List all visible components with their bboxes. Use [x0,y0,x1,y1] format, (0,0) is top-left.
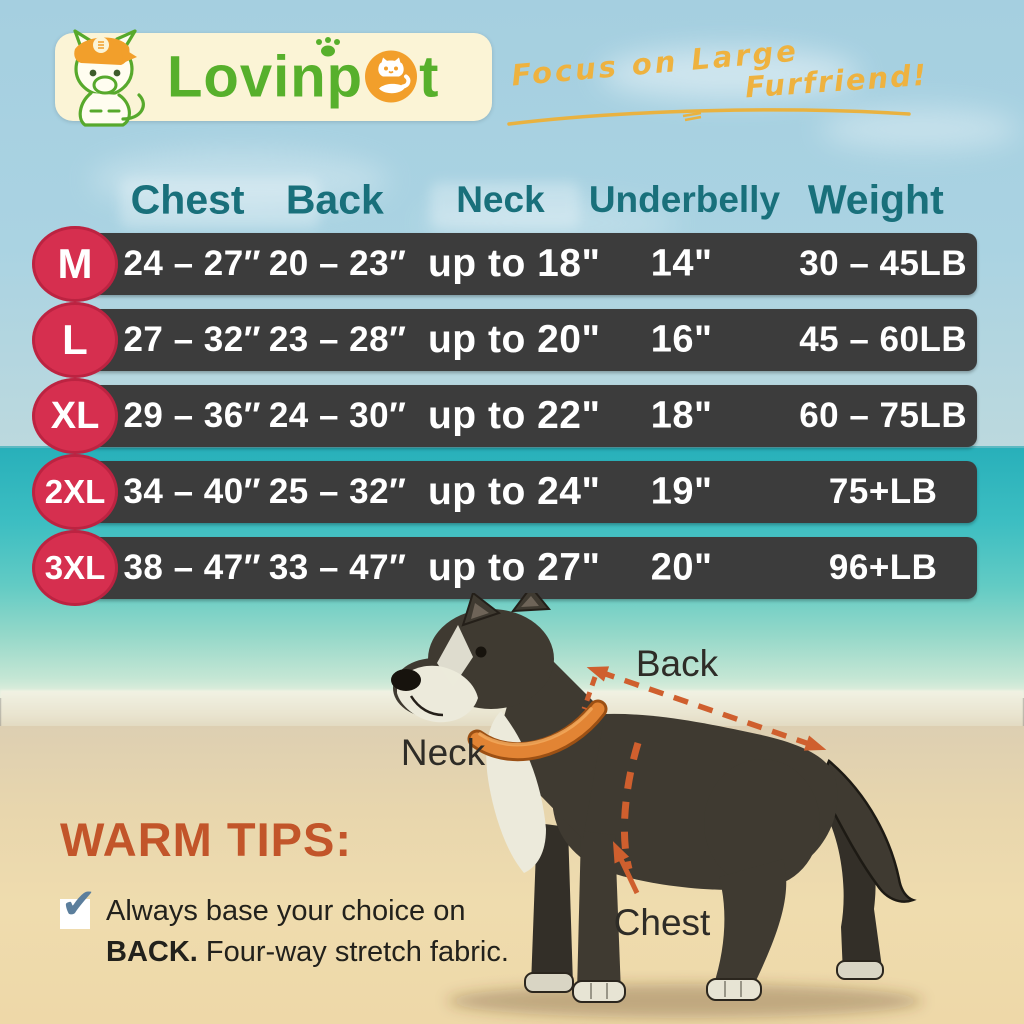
size-badge-label: L [62,316,88,363]
cell-weight: 96+LB [828,548,938,587]
size-table: M 24 – 27″ 20 – 23″ up to 18" 14" 30 – 4… [32,226,977,613]
cell-weight: 45 – 60LB [799,320,968,359]
dog-eye [475,646,487,658]
size-badge: L [32,302,118,378]
size-badge: XL [32,378,118,454]
dog-measurement-diagram: Back Neck Chest [385,585,952,1024]
header-neck: Neck [456,179,545,220]
measurement-arrowheads [586,666,827,864]
tip-line2-rest: Four-way stretch fabric. [205,936,509,969]
cell-neck: up to 24" [427,470,601,513]
dog-toes [590,981,742,999]
size-row-3xl: 3XL 38 – 47″ 33 – 47″ up to 27" 20" 96+L… [32,530,977,606]
cell-underbelly: 19" [650,470,713,513]
tagline-underline-icon [507,108,911,126]
size-badge-label: 3XL [44,549,106,586]
cell-underbelly: 16" [650,318,713,361]
cell-back: 33 – 47″ [268,548,407,587]
warm-tips-title: WARM TIPS: [60,813,352,866]
tip-line1: Always base your choice on [106,895,466,927]
header-underbelly: Underbelly [588,179,781,220]
cell-chest: 38 – 47″ [123,548,262,587]
wordmark-after: t [419,44,440,110]
cell-underbelly: 18" [650,394,713,437]
cloud [820,108,1020,150]
cell-back: 20 – 23″ [268,244,407,283]
cell-weight: 60 – 75LB [799,396,968,435]
cell-chest: 29 – 36″ [123,396,262,435]
brand-wordmark: Lovinp t [167,44,439,111]
cell-underbelly: 20" [650,546,713,589]
cell-neck: up to 18" [427,242,601,285]
size-table-header: Chest Back Neck Underbelly Weight [57,176,977,224]
tip-item: ✔ Always base your choice on BACK. Four-… [60,883,540,973]
cell-neck: up to 27" [427,546,601,589]
paw-print-icon [316,37,340,57]
checkmark-icon: ✔ [61,880,97,927]
cloud [120,178,320,228]
dog-mouth [409,695,444,717]
cell-back: 25 – 32″ [268,472,407,511]
size-badge: M [32,226,118,302]
size-row-l: L 27 – 32″ 23 – 28″ up to 20" 16" 45 – 6… [32,302,977,378]
warm-tips-section: WARM TIPS: ✔ Always base your choice on … [60,812,540,973]
size-row-2xl: 2XL 34 – 40″ 25 – 32″ up to 24" 19" 75+L… [32,454,977,530]
measurement-lines [581,669,816,895]
cell-chest: 34 – 40″ [123,472,262,511]
cloud [430,182,580,228]
dog-collar [467,699,608,762]
dog-illustration: Back Neck Chest [391,585,923,1018]
dog-nose [391,669,421,691]
cell-neck: up to 22" [427,394,601,437]
checkbox-icon: ✔ [60,883,96,929]
size-badge-label: 2XL [44,473,106,510]
neck-measure-label: Neck [401,732,486,773]
header-weight: Weight [807,176,944,223]
cell-chest: 27 – 32″ [123,320,262,359]
cell-chest: 24 – 27″ [123,244,262,283]
brand-tagline: Focus on Large Furfriend! [505,34,929,128]
back-measure-label: Back [636,643,719,684]
brand-logo-card: Lovinp t [55,29,492,127]
size-badge-label: M [57,240,93,287]
header-chest: Chest [130,176,245,223]
tip-text: Always base your choice on BACK. Four-wa… [106,891,509,973]
cell-back: 23 – 28″ [268,320,407,359]
cat-face-e-icon [365,50,418,103]
chest-measure-label: Chest [614,902,711,943]
cell-weight: 75+LB [828,472,938,511]
cat-mascot-icon [73,29,145,127]
dog-shadow [447,984,923,1018]
cell-weight: 30 – 45LB [799,244,968,283]
size-badge: 3XL [32,530,118,606]
size-badge-label: XL [50,394,100,437]
cloud [600,48,860,100]
dog-paws [572,978,762,1003]
size-row-m: M 24 – 27″ 20 – 23″ up to 18" 14" 30 – 4… [32,226,977,302]
dog-tail [817,758,917,903]
size-badge: 2XL [32,454,118,530]
tip-line2-bold: BACK. [106,936,198,969]
header-back: Back [285,176,384,223]
cell-neck: up to 20" [427,318,601,361]
cell-underbelly: 14" [650,242,713,285]
cell-back: 24 – 30″ [268,396,407,435]
cloud [90,150,390,210]
dog-ears [461,585,552,627]
size-row-xl: XL 29 – 36″ 24 – 30″ up to 22" 18" 60 – … [32,378,977,454]
